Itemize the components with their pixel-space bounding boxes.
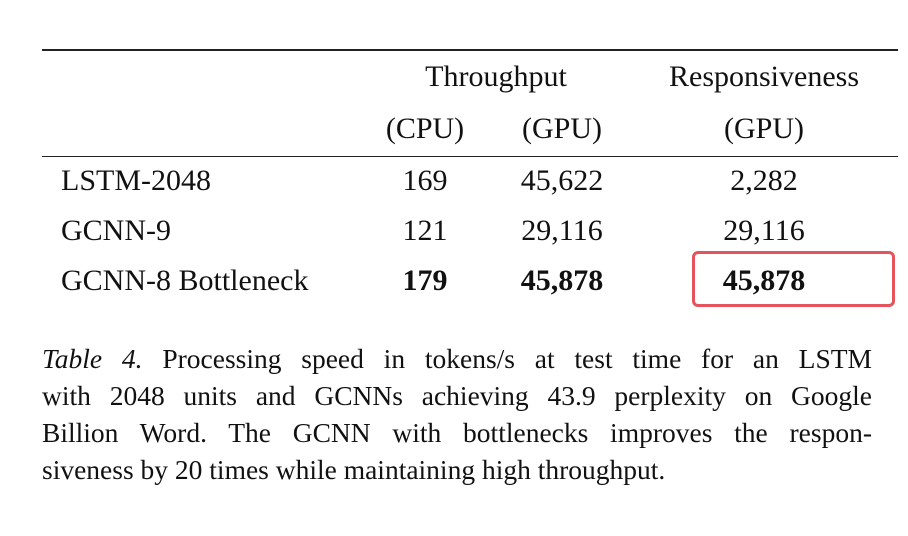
row-throughput-gpu: 45,622 <box>520 164 604 197</box>
row-throughput-gpu-best: 45,878 <box>520 264 604 297</box>
table-top-rule <box>42 49 898 51</box>
header-throughput: Throughput <box>425 60 567 93</box>
header-gpu-responsiveness: (GPU) <box>724 112 804 145</box>
row-model-name: LSTM-2048 <box>61 164 211 197</box>
row-responsiveness-gpu: 29,116 <box>723 214 805 247</box>
row-responsiveness-gpu: 2,282 <box>730 164 798 197</box>
row-model-name: GCNN-9 <box>61 214 171 247</box>
highlight-box <box>692 251 895 307</box>
row-throughput-gpu: 29,116 <box>521 214 603 247</box>
header-cpu: (CPU) <box>385 112 465 145</box>
row-throughput-cpu: 121 <box>402 214 448 247</box>
row-throughput-cpu-best: 179 <box>402 264 448 297</box>
table-caption: Table 4. Processing speed in tokens/s at… <box>42 340 872 488</box>
row-model-name: GCNN-8 Bottleneck <box>61 264 309 297</box>
table-header-rule <box>42 156 898 157</box>
caption-line: Billion Word. The GCNN with bottlenecks … <box>42 417 872 448</box>
caption-line: siveness by 20 times while maintaining h… <box>42 454 666 485</box>
caption-line: Table 4. Processing speed in tokens/s at… <box>42 340 872 377</box>
row-throughput-cpu: 169 <box>402 164 448 197</box>
caption-line: with 2048 units and GCNNs achieving 43.9… <box>42 380 872 411</box>
caption-text: Processing speed in tokens/s at test tim… <box>162 343 873 374</box>
header-gpu: (GPU) <box>522 112 602 145</box>
row-responsiveness-gpu-best: 45,878 <box>722 264 806 297</box>
caption-label: Table 4. <box>42 343 143 374</box>
header-responsiveness: Responsiveness <box>669 60 859 93</box>
